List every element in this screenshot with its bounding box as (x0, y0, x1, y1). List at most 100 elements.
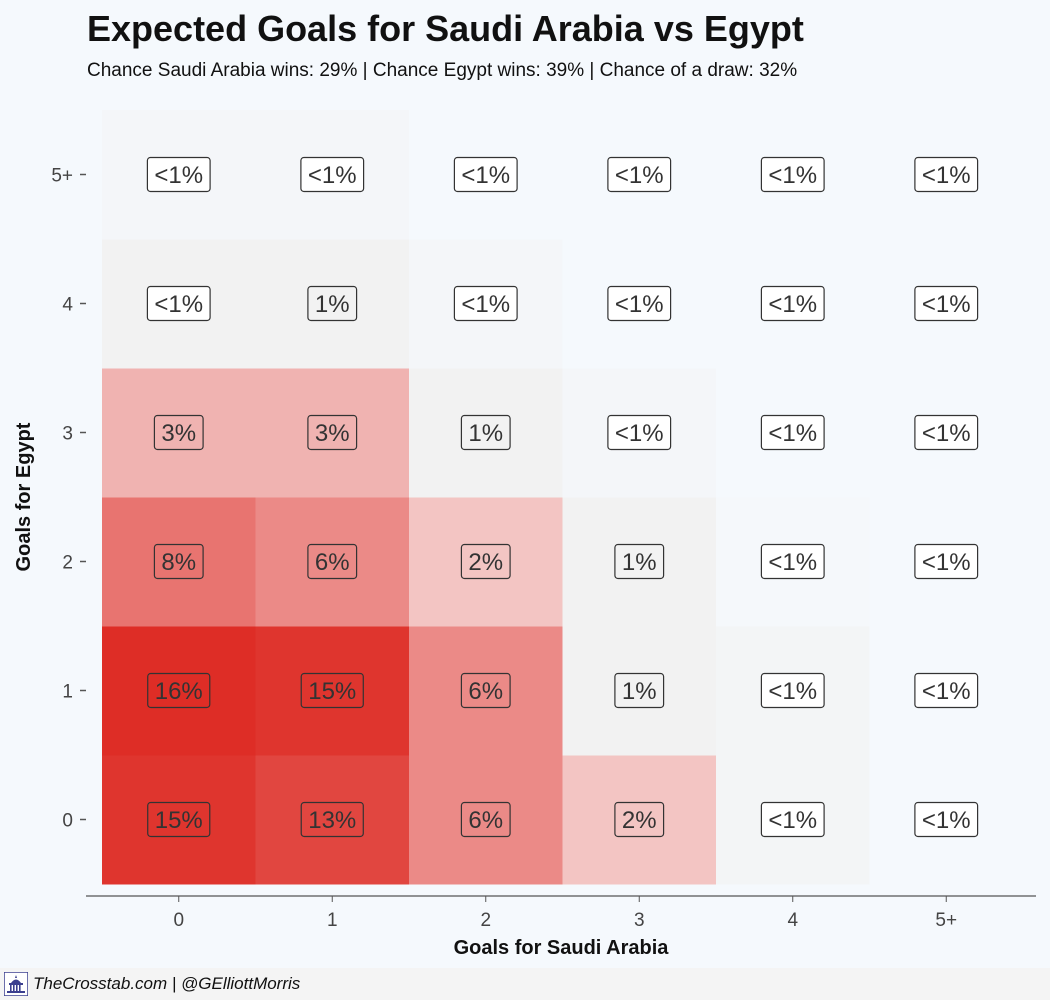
cell-label-0-5+: <1% (146, 156, 211, 193)
cell-label-text: 1% (468, 420, 503, 447)
cell-label-text: <1% (768, 678, 817, 705)
footer-bar (0, 968, 1050, 1000)
cell-label-box (453, 156, 518, 193)
cell-label-text: 15% (155, 807, 203, 834)
cell-label-2-2: 2% (460, 543, 511, 580)
cell-label-3-3: <1% (607, 414, 672, 451)
x-tick-label-0: 0 (173, 910, 184, 931)
cell-labels: 15% 13% 6% 2% <1% <1% 16% 15% 6% 1% <1% <1% 8% 6% 2% 1%… (146, 156, 979, 838)
cell-label-box (760, 414, 825, 451)
cell-label-2-3: 1% (460, 414, 511, 451)
cell-label-text: 3% (161, 420, 196, 447)
footer-credit: TheCrosstab.com | @GElliottMorris (33, 974, 301, 993)
cell-label-text: <1% (768, 420, 817, 447)
cell-label-box (914, 672, 979, 709)
cell-label-5+-0: <1% (914, 801, 979, 838)
cell-label-box (300, 156, 365, 193)
heatmap-cells (102, 110, 1024, 885)
cell-label-text: <1% (768, 549, 817, 576)
y-tick-label-3: 3 (62, 424, 73, 445)
cell-label-1-2: 6% (307, 543, 358, 580)
cell-label-box (614, 543, 665, 580)
cell-label-box (300, 801, 364, 838)
cell-label-5+-3: <1% (914, 414, 979, 451)
cell-label-box (607, 414, 672, 451)
cell-label-box (760, 285, 825, 322)
cell-label-box (614, 801, 665, 838)
cell-label-2-5+: <1% (453, 156, 518, 193)
cell-label-text: <1% (154, 162, 203, 189)
cell-label-box (914, 543, 979, 580)
cell-label-text: 8% (161, 549, 196, 576)
cell-label-text: 15% (308, 678, 356, 705)
x-axis-title: Goals for Saudi Arabia (454, 937, 670, 959)
cell-label-text: <1% (615, 162, 664, 189)
cell-label-box (914, 285, 979, 322)
y-tick-label-4: 4 (62, 295, 73, 316)
cell-label-4-5+: <1% (760, 156, 825, 193)
cell-label-text: <1% (922, 291, 971, 318)
cell-label-box (607, 285, 672, 322)
cell-label-1-1: 15% (300, 672, 364, 709)
cell-label-text: 6% (468, 807, 503, 834)
cell-label-box (147, 672, 211, 709)
cell-label-1-4: 1% (307, 285, 358, 322)
cell-label-text: 1% (622, 549, 657, 576)
cell-label-text: <1% (922, 420, 971, 447)
cell-label-box (460, 672, 511, 709)
cell-label-text: 6% (468, 678, 503, 705)
cell-label-text: <1% (768, 291, 817, 318)
cell-label-box (300, 672, 364, 709)
cell-label-4-0: <1% (760, 801, 825, 838)
cell-label-0-2: 8% (153, 543, 204, 580)
y-tick-label-5+: 5+ (51, 166, 73, 187)
cell-label-text: 1% (315, 291, 350, 318)
cell-label-box (607, 156, 672, 193)
cell-label-text: 6% (315, 549, 350, 576)
cell-label-3-4: <1% (607, 285, 672, 322)
cell-label-box (760, 672, 825, 709)
cell-label-3-5+: <1% (607, 156, 672, 193)
cell-label-1-0: 13% (300, 801, 364, 838)
cell-label-5+-5+: <1% (914, 156, 979, 193)
chart-title: Expected Goals for Saudi Arabia vs Egypt (87, 8, 804, 49)
cell-label-box (460, 543, 511, 580)
cell-label-3-2: 1% (614, 543, 665, 580)
cell-label-4-3: <1% (760, 414, 825, 451)
cell-label-text: 16% (155, 678, 203, 705)
cell-label-text: <1% (922, 162, 971, 189)
cell-label-text: <1% (615, 291, 664, 318)
cell-label-box (307, 543, 358, 580)
cell-label-0-0: 15% (147, 801, 211, 838)
cell-label-text: <1% (922, 549, 971, 576)
cell-label-box (153, 414, 204, 451)
cell-label-box (147, 801, 211, 838)
chart-subtitle: Chance Saudi Arabia wins: 29% | Chance E… (87, 60, 798, 81)
x-tick-label-5+: 5+ (935, 910, 957, 931)
cell-label-box (146, 156, 211, 193)
cell-label-text: 13% (308, 807, 356, 834)
cell-label-4-2: <1% (760, 543, 825, 580)
cell-label-4-4: <1% (760, 285, 825, 322)
cell-label-box (146, 285, 211, 322)
cell-label-text: 2% (468, 549, 503, 576)
cell-label-2-0: 6% (460, 801, 511, 838)
cell-label-3-0: 2% (614, 801, 665, 838)
cell-label-0-1: 16% (147, 672, 211, 709)
cell-label-3-1: 1% (614, 672, 665, 709)
cell-label-text: <1% (922, 807, 971, 834)
cell-label-text: 1% (622, 678, 657, 705)
cell-label-box (760, 156, 825, 193)
cell-label-4-1: <1% (760, 672, 825, 709)
cell-label-box (453, 285, 518, 322)
cell-label-text: 3% (315, 420, 350, 447)
cell-label-2-4: <1% (453, 285, 518, 322)
cell-label-box (460, 801, 511, 838)
cell-label-1-5+: <1% (300, 156, 365, 193)
y-tick-label-0: 0 (62, 811, 73, 832)
x-tick-label-3: 3 (634, 910, 645, 931)
cell-label-5+-4: <1% (914, 285, 979, 322)
y-axis-title: Goals for Egypt (13, 422, 35, 571)
cell-label-text: <1% (154, 291, 203, 318)
heatmap-plot: 15% 13% 6% 2% <1% <1% 16% 15% 6% 1% <1% <1% 8% 6% 2% 1%… (13, 110, 1036, 959)
